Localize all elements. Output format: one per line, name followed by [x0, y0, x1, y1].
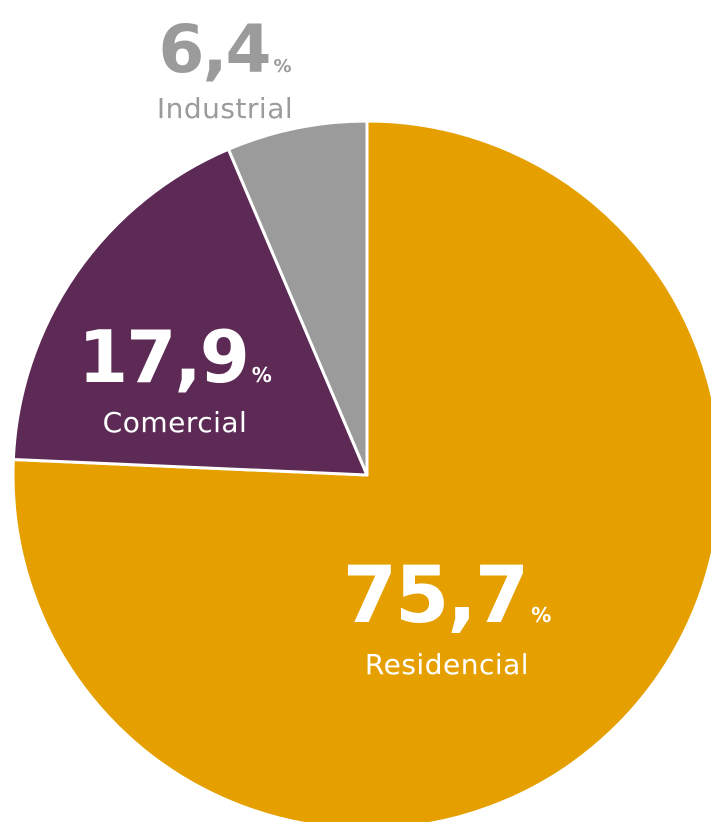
slice-label-group-comercial: 17,9 %Comercial — [78, 315, 272, 439]
pie-slices — [11, 119, 711, 822]
slice-label-group-industrial: 6,4 % Industrial — [157, 11, 293, 125]
pie-slice-industrial — [226, 119, 369, 477]
slice-category-label-industrial: Industrial — [157, 92, 293, 125]
slice-value-industrial: 6,4% — [159, 11, 292, 88]
slice-category-label-comercial: Comercial — [103, 406, 248, 439]
slice-value-number: 75,7 — [343, 551, 527, 641]
pie-slice-comercial — [11, 147, 369, 477]
pie-slice-residencial — [11, 119, 711, 822]
slice-category-label-residencial: Residencial — [365, 648, 529, 681]
slice-value-residencial: 75,7% — [343, 551, 552, 641]
slice-value-number: 6,4 — [159, 11, 270, 88]
slice-value-comercial: 17,9% — [78, 315, 272, 399]
slice-value-unit: % — [531, 603, 551, 627]
slice-value-unit: % — [273, 56, 291, 77]
slice-label-group-residencial: 75,7 %Residencial — [343, 551, 552, 681]
slice-value-unit: % — [252, 363, 272, 387]
slice-value-number: 17,9 — [78, 315, 248, 399]
